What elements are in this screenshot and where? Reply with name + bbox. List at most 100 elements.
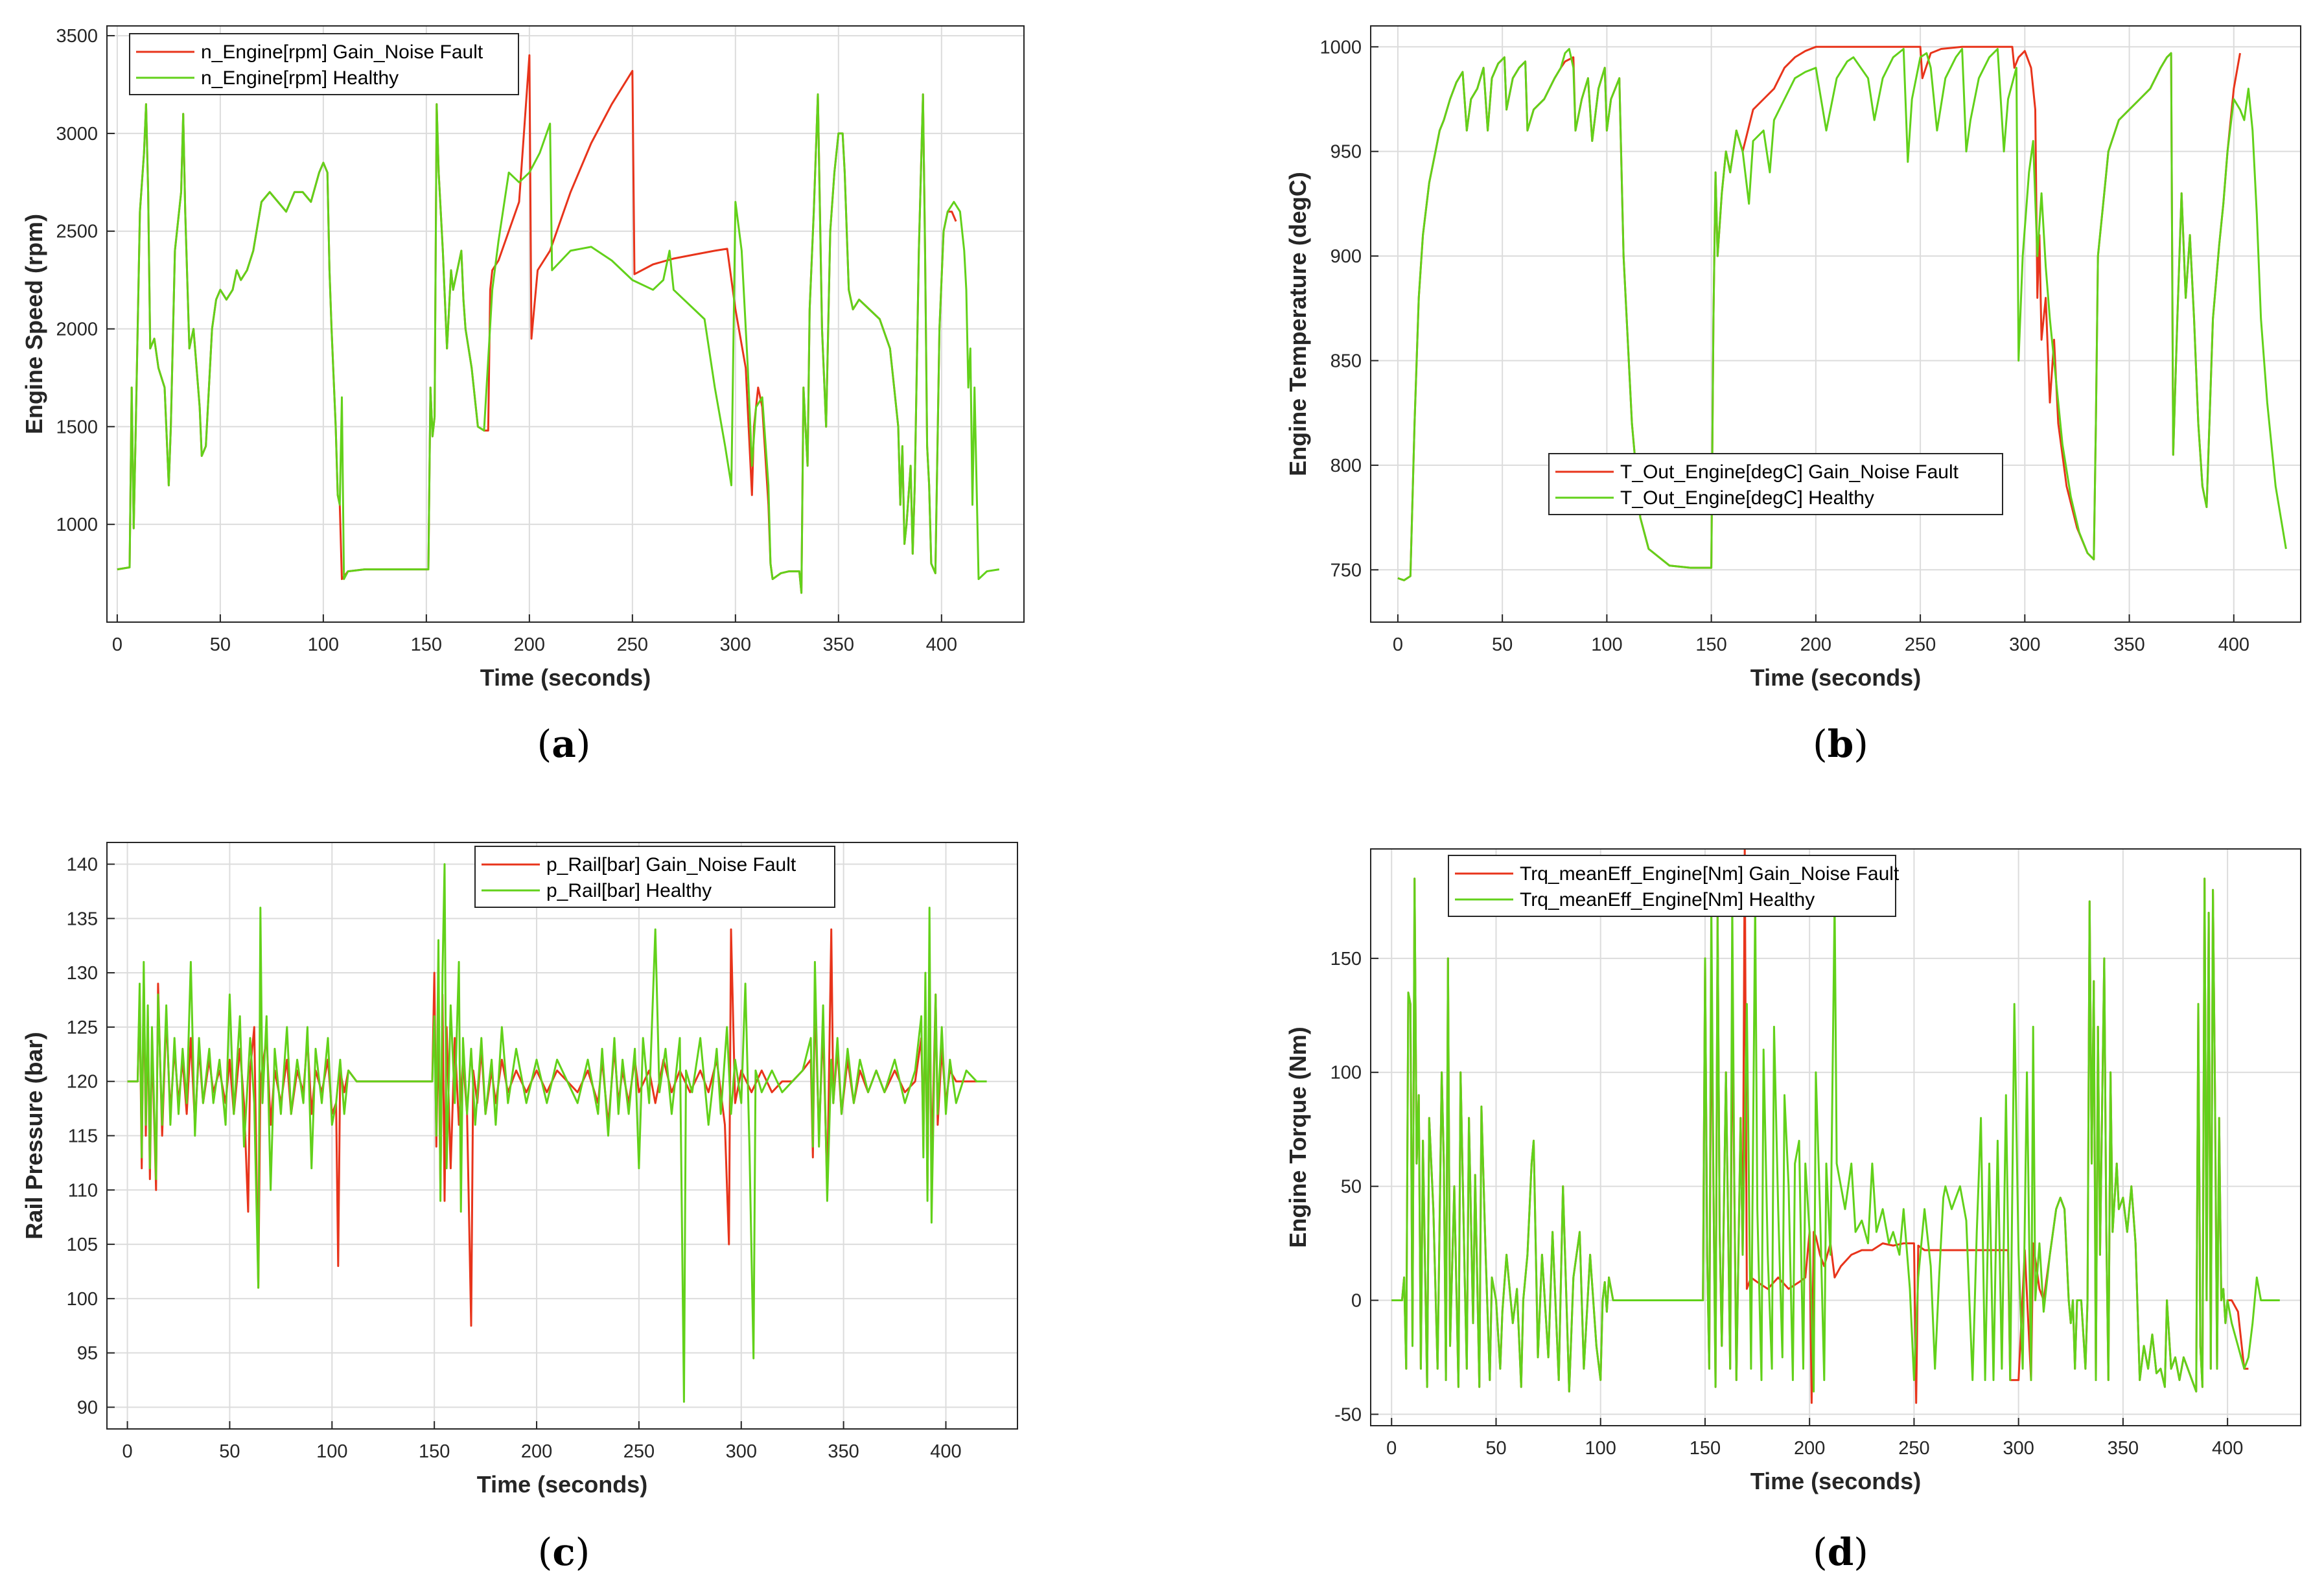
y-tick-label: 3500	[56, 26, 98, 47]
y-tick-label: 1500	[56, 417, 98, 437]
legend-entry: Trq_meanEff_Engine[Nm] Gain_Noise Fault	[1520, 863, 1900, 885]
legend-entry: n_Engine[rpm] Healthy	[201, 67, 399, 89]
y-tick-label: 100	[1330, 1063, 1362, 1084]
y-tick-label: 130	[67, 963, 98, 984]
legend-entry: Trq_meanEff_Engine[Nm] Healthy	[1520, 889, 1815, 910]
y-tick-label: 2000	[56, 319, 98, 340]
x-tick-label: 100	[316, 1441, 347, 1462]
x-tick-label: 100	[308, 634, 339, 655]
x-axis-label: Time (seconds)	[477, 1471, 647, 1498]
legend: T_Out_Engine[degC] Gain_Noise Fault T_Out…	[1548, 453, 2003, 515]
panel-caption-letter: d	[1828, 1530, 1854, 1574]
y-tick-label: 1000	[56, 515, 98, 535]
legend-entry: T_Out_Engine[degC] Healthy	[1620, 487, 1874, 509]
chart-panel-c: 0 50 100 150 200 250 300 350 400 90 95 100 105 110 115…	[21, 842, 1018, 1574]
y-tick-label: 90	[77, 1397, 98, 1418]
x-tick-label: 300	[726, 1441, 757, 1462]
y-tick-label: 100	[67, 1289, 98, 1310]
x-tick-label: 200	[514, 634, 545, 655]
chart-panel-a: 0 50 100 150 200 250 300 350 400 1000 1500 2000 2500…	[21, 25, 1025, 766]
axes-box	[1370, 25, 2301, 623]
x-tick-label: 150	[1690, 1438, 1721, 1459]
series-line-healthy	[127, 863, 987, 1403]
panel-caption: (a)	[537, 722, 591, 766]
y-axis-label: Engine Speed (rpm)	[21, 214, 47, 434]
y-axis-label: Engine Torque (Nm)	[1284, 1026, 1311, 1247]
legend-box	[1548, 453, 2003, 515]
panel-caption-letter: b	[1828, 722, 1854, 766]
x-tick-label: 200	[1794, 1438, 1825, 1459]
legend-entry: n_Engine[rpm] Gain_Noise Fault	[201, 41, 483, 63]
y-tick-label: 105	[67, 1235, 98, 1255]
x-tick-label: 0	[1386, 1438, 1397, 1459]
y-tick-label: 110	[68, 1180, 98, 1201]
chart-panel-b: 0 50 100 150 200 250 300 350 400 750 800 850 900 950 1…	[1284, 25, 2301, 766]
x-tick-label: 100	[1585, 1438, 1616, 1459]
axes-box	[106, 842, 1018, 1430]
legend-entry: T_Out_Engine[degC] Gain_Noise Fault	[1620, 461, 1959, 483]
legend-entry: p_Rail[bar] Healthy	[546, 880, 712, 901]
x-tick-label: 350	[823, 634, 854, 655]
y-tick-label: 125	[67, 1017, 98, 1038]
axes-box	[1370, 848, 2301, 1426]
x-tick-label: 150	[1695, 634, 1726, 655]
legend: n_Engine[rpm] Gain_Noise Fault n_Engine[r…	[129, 33, 519, 95]
y-axis-label: Rail Pressure (bar)	[21, 1032, 47, 1239]
y-tick-label: 1000	[1319, 37, 1362, 58]
x-tick-label: 50	[1492, 634, 1513, 655]
x-tick-label: 350	[2113, 634, 2144, 655]
x-axis-label: Time (seconds)	[1750, 1468, 1921, 1494]
legend-box	[474, 846, 835, 908]
legend: Trq_meanEff_Engine[Nm] Gain_Noise Fault T…	[1448, 855, 1900, 917]
y-tick-label: 135	[67, 909, 98, 929]
x-tick-label: 150	[411, 634, 442, 655]
y-tick-label: 750	[1330, 560, 1362, 581]
x-tick-label: 350	[2108, 1438, 2139, 1459]
x-tick-label: 250	[1898, 1438, 1929, 1459]
panel-caption-letter: c	[552, 1530, 575, 1574]
legend-entry: p_Rail[bar] Gain_Noise Fault	[546, 854, 796, 876]
panel-caption-letter: a	[552, 722, 576, 766]
x-tick-label: 400	[926, 634, 957, 655]
x-tick-label: 300	[2003, 1438, 2034, 1459]
x-tick-label: 350	[828, 1441, 859, 1462]
x-tick-label: 250	[617, 634, 648, 655]
x-tick-label: 200	[521, 1441, 552, 1462]
panel-caption: (c)	[538, 1530, 590, 1574]
y-tick-label: 115	[68, 1126, 98, 1147]
x-tick-label: 300	[2009, 634, 2040, 655]
x-tick-label: 100	[1591, 634, 1622, 655]
y-tick-label: 120	[67, 1072, 98, 1093]
y-tick-label: 150	[1330, 949, 1362, 969]
x-tick-label: 50	[210, 634, 231, 655]
x-tick-label: 0	[1393, 634, 1403, 655]
y-tick-label: 800	[1330, 456, 1362, 476]
plot-area	[107, 26, 1024, 622]
y-tick-label: 950	[1330, 142, 1362, 163]
x-tick-label: 250	[1905, 634, 1936, 655]
y-tick-label: 95	[77, 1343, 98, 1364]
y-tick-label: 900	[1330, 246, 1362, 267]
y-axis-label: Engine Temperature (degC)	[1284, 172, 1311, 476]
x-tick-label: 400	[2218, 634, 2249, 655]
series-line-healthy	[117, 93, 1000, 594]
x-tick-label: 400	[2212, 1438, 2243, 1459]
x-axis-label: Time (seconds)	[480, 664, 651, 691]
x-axis-label: Time (seconds)	[1750, 664, 1921, 691]
legend-box	[1448, 855, 1896, 917]
x-tick-label: 0	[122, 1441, 133, 1462]
y-tick-label: 2500	[56, 222, 98, 242]
y-tick-label: 140	[67, 855, 98, 876]
y-tick-label: 850	[1330, 351, 1362, 371]
panel-caption: (d)	[1813, 1530, 1868, 1574]
x-tick-label: 300	[720, 634, 751, 655]
chart-panel-d: 0 50 100 150 200 250 300 350 400 -50 0 50 100 150 Time…	[1284, 848, 2301, 1574]
x-tick-label: 250	[623, 1441, 655, 1462]
x-tick-label: 50	[1485, 1438, 1506, 1459]
x-tick-label: 150	[419, 1441, 450, 1462]
plot-area	[1371, 26, 2301, 622]
legend-box	[129, 33, 519, 95]
y-tick-label: 3000	[56, 124, 98, 145]
y-tick-label: 0	[1351, 1291, 1362, 1312]
